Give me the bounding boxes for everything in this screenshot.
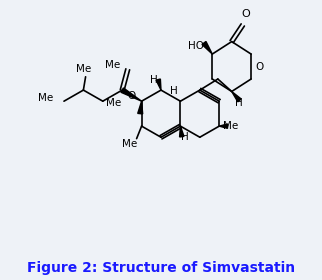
Text: Me: Me (122, 139, 137, 149)
Text: Figure 2: Structure of Simvastatin: Figure 2: Structure of Simvastatin (27, 261, 295, 275)
Polygon shape (156, 79, 161, 90)
Text: Me: Me (223, 121, 238, 131)
Text: Me: Me (105, 60, 120, 70)
Text: O: O (127, 91, 136, 101)
Text: H: H (150, 75, 158, 85)
Polygon shape (202, 41, 212, 54)
Text: H: H (235, 98, 243, 108)
Polygon shape (138, 101, 143, 114)
Text: H: H (170, 86, 178, 96)
Text: O: O (255, 62, 263, 72)
Text: H: H (181, 132, 189, 142)
Text: Me: Me (106, 98, 122, 108)
Polygon shape (180, 126, 184, 137)
Polygon shape (121, 88, 142, 101)
Polygon shape (232, 92, 241, 102)
Polygon shape (219, 124, 228, 128)
Text: Me: Me (76, 64, 91, 74)
Text: Me: Me (38, 93, 53, 103)
Text: O: O (241, 9, 250, 18)
Text: HO: HO (188, 41, 204, 51)
